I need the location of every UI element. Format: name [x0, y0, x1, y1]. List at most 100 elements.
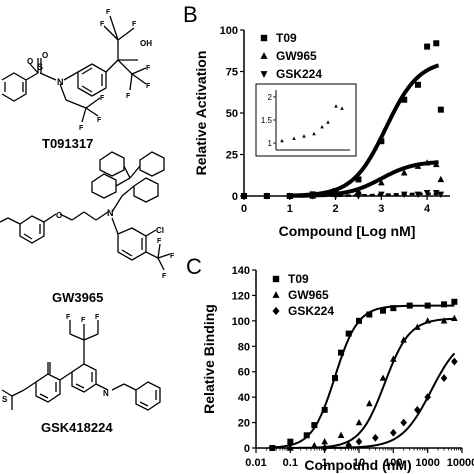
atom-s-gsk: S: [2, 395, 8, 404]
x-tick-label: 10: [353, 457, 365, 469]
data-point-gw965: [414, 162, 422, 169]
legend-label-gw965: GW965: [276, 49, 317, 63]
data-point-gw965: [355, 187, 362, 194]
data-point-gsk224: [400, 418, 407, 427]
t091317-structure: [1, 15, 147, 123]
atom-s-t09: S: [37, 62, 43, 72]
fit-curve-gsk224: [321, 352, 456, 449]
y-tick-label: 20: [238, 418, 250, 430]
inset-frame: [255, 83, 357, 157]
data-point-gw965: [379, 374, 387, 381]
y-tick-label: 60: [238, 367, 250, 379]
x-tick-label: 0: [241, 203, 247, 215]
atom-f-gw-2: F: [170, 253, 175, 260]
data-point-gw965: [440, 317, 448, 324]
data-point-gsk224: [400, 191, 408, 198]
atom-n-gsk: N: [103, 389, 109, 398]
data-point-gw965: [287, 444, 294, 451]
y-tick-label: 0: [232, 191, 238, 203]
data-point-t09: [451, 298, 458, 305]
y-tick-label: 120: [232, 290, 250, 302]
data-point-gw965: [437, 175, 445, 183]
compound-name-t091317: T091317: [42, 136, 93, 151]
data-point-t09: [321, 406, 328, 413]
atom-f-gsk-3: F: [95, 314, 100, 321]
panel-b-label: B: [183, 2, 198, 27]
data-point-t09: [311, 422, 318, 429]
data-point-gsk224: [355, 193, 362, 200]
inset-y-tick-label: 1.5: [261, 116, 273, 125]
fit-curve-gw965: [286, 317, 455, 449]
data-point-t09: [366, 311, 373, 318]
chemical-structures: S O O N OH F F F F F F F F F T091317: [0, 9, 175, 435]
atom-f-t09-5: F: [146, 83, 151, 90]
inset-y-tick-label: 1: [268, 139, 273, 148]
x-tick-label: 1: [322, 457, 328, 469]
data-point-t09: [406, 302, 413, 309]
legend-marker-gw965: [260, 52, 268, 59]
compound-name-gw3965: GW3965: [52, 290, 103, 305]
compound-name-gsk418224: GSK418224: [41, 420, 113, 435]
data-point-gsk224: [263, 193, 271, 200]
data-point-t09: [338, 349, 345, 356]
data-point-t09: [433, 40, 440, 47]
atom-f-gsk-2: F: [81, 317, 86, 324]
x-tick-label: 2: [332, 203, 338, 215]
data-point-gsk224: [355, 437, 363, 446]
data-point-gw965: [400, 336, 407, 343]
data-point-gw965: [390, 355, 397, 362]
legend-marker-t09: [272, 275, 280, 283]
legend-label-gsk224: GSK224: [288, 304, 334, 318]
atom-f-t09-2: F: [106, 9, 111, 16]
y-tick-label: 100: [220, 25, 238, 37]
y-tick-label: 25: [226, 150, 238, 162]
data-point-gw965: [424, 317, 431, 324]
data-point-gw965: [432, 160, 440, 168]
data-point-t09: [437, 106, 444, 113]
atom-f-t09-8: F: [97, 117, 102, 124]
data-point-t09: [355, 176, 362, 183]
atom-f-t09-1: F: [100, 21, 105, 28]
data-point-gw965: [366, 399, 373, 407]
inset-y-tick-label: 2: [268, 93, 273, 102]
data-point-t09: [441, 301, 448, 308]
data-point-gw965: [400, 169, 408, 176]
atom-n-t09: N: [57, 77, 64, 87]
data-point-t09: [332, 375, 339, 382]
x-tick-label: 3: [378, 203, 384, 215]
data-point-gsk224: [332, 193, 339, 200]
data-point-gsk224: [321, 444, 328, 452]
data-point-gsk224: [440, 374, 448, 382]
data-point-gw965: [321, 438, 328, 445]
y-tick-label: 50: [226, 108, 238, 120]
atom-o-gw-ether: O: [56, 211, 62, 220]
y-tick-label: 40: [238, 392, 250, 404]
x-axis-title: Compound (nM): [304, 457, 411, 473]
atom-oh-t09: OH: [140, 39, 152, 48]
data-point-t09: [424, 43, 431, 50]
x-axis-title: Compound [Log nM]: [279, 223, 416, 239]
y-tick-label: 75: [226, 67, 238, 79]
inset-data-point: [340, 106, 344, 110]
data-point-t09: [379, 307, 386, 314]
data-point-gsk224: [424, 393, 431, 402]
x-tick-label: 0.01: [245, 457, 266, 469]
inset-data-point: [302, 134, 306, 138]
atom-n-gw: N: [107, 208, 114, 218]
data-point-gsk224: [378, 191, 385, 198]
data-point-gsk224: [423, 189, 431, 197]
inset-data-point: [312, 131, 316, 136]
y-axis-title: Relative Binding: [201, 304, 217, 414]
atom-f-t09-6: F: [126, 93, 131, 100]
atom-o-t09-2: O: [42, 51, 48, 60]
legend-marker-gsk224: [260, 71, 268, 78]
data-point-gsk224: [345, 441, 352, 450]
atom-f-gw-1: F: [162, 273, 167, 280]
data-point-t09: [390, 305, 397, 312]
y-tick-label: 0: [244, 443, 250, 455]
atom-f-gw-3: F: [157, 238, 162, 245]
atom-f-t09-7: F: [100, 95, 105, 102]
data-point-gsk224: [432, 189, 440, 197]
x-tick-label: 4: [424, 203, 431, 215]
